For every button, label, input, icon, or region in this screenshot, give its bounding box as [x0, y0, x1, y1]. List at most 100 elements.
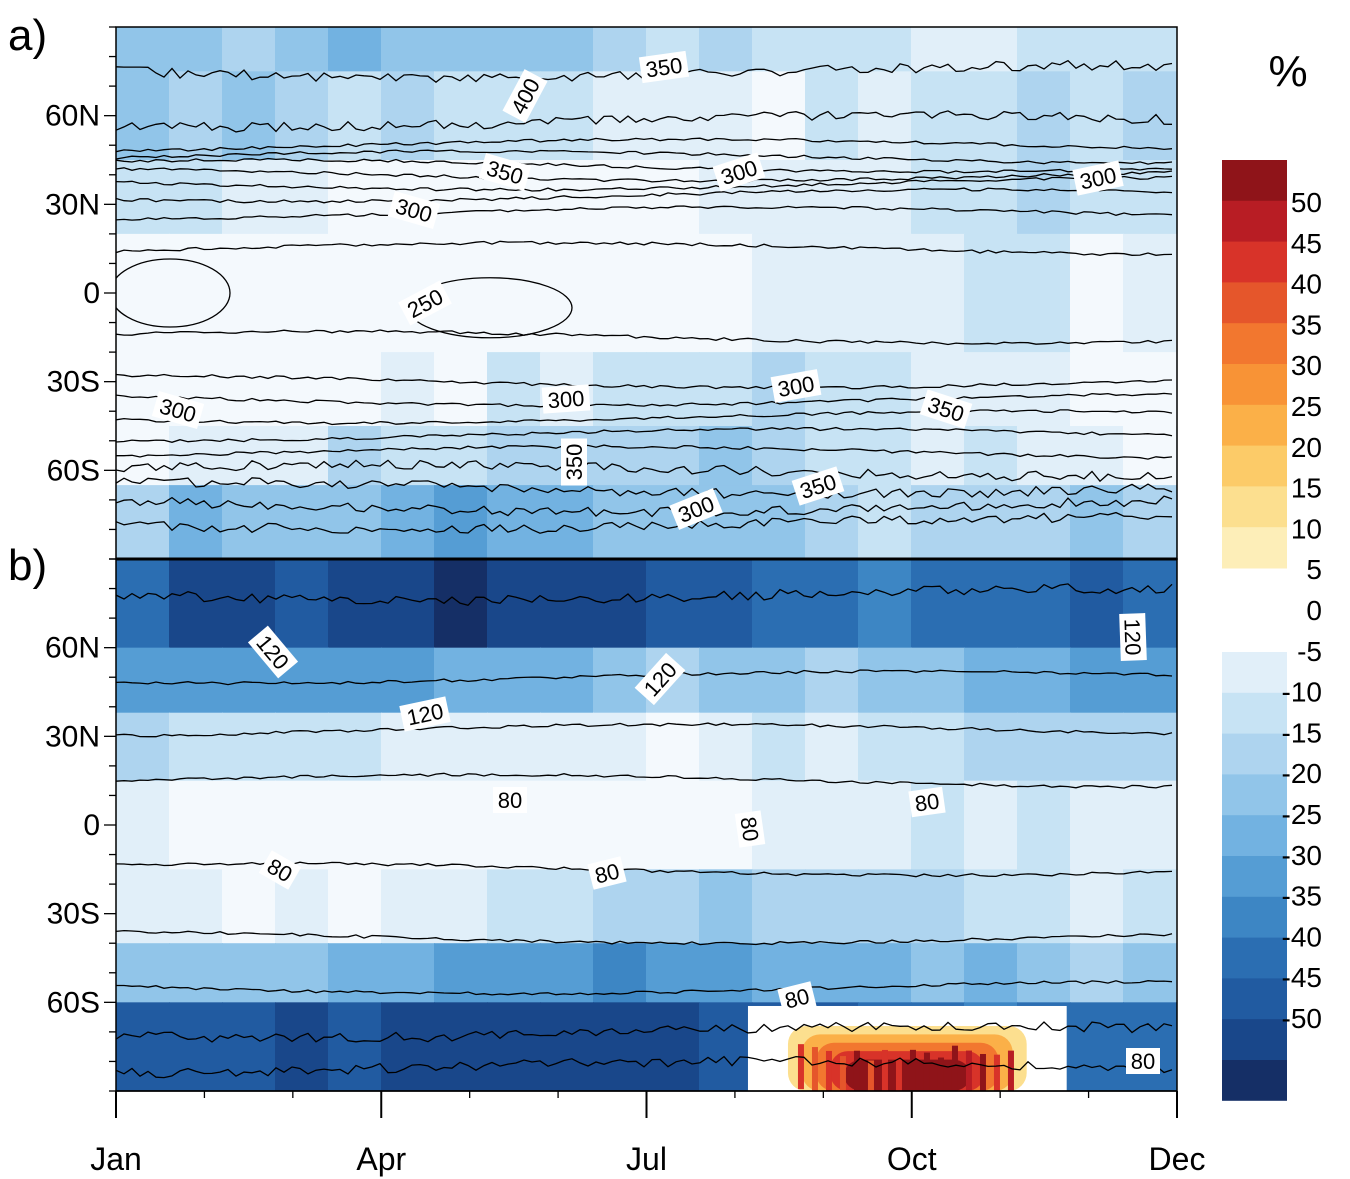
shading-cell: [752, 647, 806, 714]
contour-label-box: [478, 153, 532, 191]
colorbar-swatch: [1222, 200, 1287, 243]
contour-label-box: [247, 625, 299, 679]
shading-cell: [116, 160, 170, 235]
shading-cell: [328, 233, 382, 353]
panel-a-contours: [116, 59, 1173, 534]
shading-cell: [328, 160, 382, 235]
shading-cell: [328, 426, 382, 486]
colorbar-tick-label: -40: [1282, 921, 1322, 952]
shading-cell: [1017, 869, 1071, 944]
anomaly-streak: [867, 1060, 874, 1091]
shading-cell: [1070, 943, 1124, 1003]
shading-cell: [1123, 780, 1177, 870]
contour-label-box: [493, 787, 527, 813]
shading-cell: [328, 485, 382, 559]
contour-label-text: 350: [562, 444, 587, 481]
shading-cell: [699, 1002, 753, 1091]
colorbar-swatch: [1222, 1060, 1287, 1101]
shading-cell: [752, 233, 806, 353]
shading-cell: [169, 1002, 223, 1091]
shading-cell: [646, 780, 700, 870]
shading-cell: [858, 426, 912, 486]
shading-cell: [805, 869, 859, 944]
shading-cell: [487, 1002, 541, 1091]
shading-cell: [752, 712, 806, 782]
colorbar-tick-label: 40: [1291, 269, 1322, 300]
contour-label: 80: [1126, 1048, 1160, 1074]
shading-cell: [381, 1002, 435, 1091]
shading-cell: [540, 485, 594, 559]
shading-cell: [1070, 647, 1124, 714]
shading-cell: [964, 426, 1018, 486]
shading-cell: [434, 712, 488, 782]
contour-label-box: [908, 786, 946, 818]
shading-cell: [540, 71, 594, 161]
shading-cell: [1176, 160, 1177, 235]
contour-label-text: 80: [913, 788, 941, 816]
shading-cell: [540, 780, 594, 870]
shading-cell: [116, 869, 170, 944]
shading-cell: [646, 233, 700, 353]
colorbar-tick-label: 20: [1291, 432, 1322, 463]
anomaly-streak: [895, 1058, 902, 1091]
y-tick-label: 30N: [45, 188, 100, 221]
contour-line: [116, 669, 1173, 686]
shading-cell: [752, 485, 806, 559]
shading-cell: [275, 559, 329, 649]
shading-cell: [858, 780, 912, 870]
panel-a-label: a): [8, 11, 47, 60]
shading-cell: [1123, 71, 1177, 161]
shading-cell: [752, 559, 806, 649]
contour-label-text: 350: [644, 53, 684, 83]
colorbar-tick-label: 25: [1291, 391, 1322, 422]
shading-cell: [116, 559, 170, 649]
shading-cell: [540, 27, 594, 72]
shading-cell: [1017, 780, 1071, 870]
shading-cell: [805, 780, 859, 870]
shading-cell: [381, 943, 435, 1003]
colorbar-tick-label: -30: [1282, 840, 1322, 871]
shading-cell: [964, 233, 1018, 353]
contour-label-text: 80: [735, 815, 763, 843]
shading-cell: [699, 352, 753, 427]
anomaly-streak: [839, 1056, 846, 1091]
contour-label: 80: [587, 856, 627, 890]
y-tick-label: 30S: [47, 898, 100, 931]
shading-cell: [540, 647, 594, 714]
shading-cell: [540, 233, 594, 353]
contour-line: [116, 477, 1173, 500]
contour-label: 300: [1072, 160, 1124, 196]
contour-line: [116, 772, 1173, 789]
colorbar-swatch: [1222, 241, 1287, 283]
shading-cell: [169, 647, 223, 714]
contour-line: [116, 240, 1173, 256]
shading-cell: [381, 780, 435, 870]
shading-cell: [487, 27, 541, 72]
contour-line: [116, 511, 1173, 534]
shading-cell: [911, 647, 965, 714]
shading-cell: [169, 712, 223, 782]
shading-cell: [593, 71, 647, 161]
colorbar-tick-label: -10: [1282, 677, 1322, 708]
contour-line: [116, 409, 1173, 426]
panel-b-shading: [116, 559, 1177, 1091]
shading-cell: [116, 780, 170, 870]
shading-cell: [752, 426, 806, 486]
shading-cell: [381, 485, 435, 559]
shading-cell: [540, 869, 594, 944]
shading-cell: [911, 27, 965, 72]
shading-cell: [381, 352, 435, 427]
colorbar-tick-label: -15: [1282, 717, 1322, 748]
shading-cell: [1176, 943, 1177, 1003]
colorbar-swatch: [1222, 364, 1287, 406]
shading-cell: [328, 780, 382, 870]
contour-label: 80: [908, 786, 946, 818]
contour-label-box: [399, 696, 451, 732]
colorbar-tick-label: -50: [1282, 1003, 1322, 1034]
anomaly-streak: [965, 1050, 972, 1091]
shading-cell: [1176, 780, 1177, 870]
shading-cell: [275, 426, 329, 486]
shading-cell: [1017, 943, 1071, 1003]
contour-line: [116, 175, 1173, 192]
